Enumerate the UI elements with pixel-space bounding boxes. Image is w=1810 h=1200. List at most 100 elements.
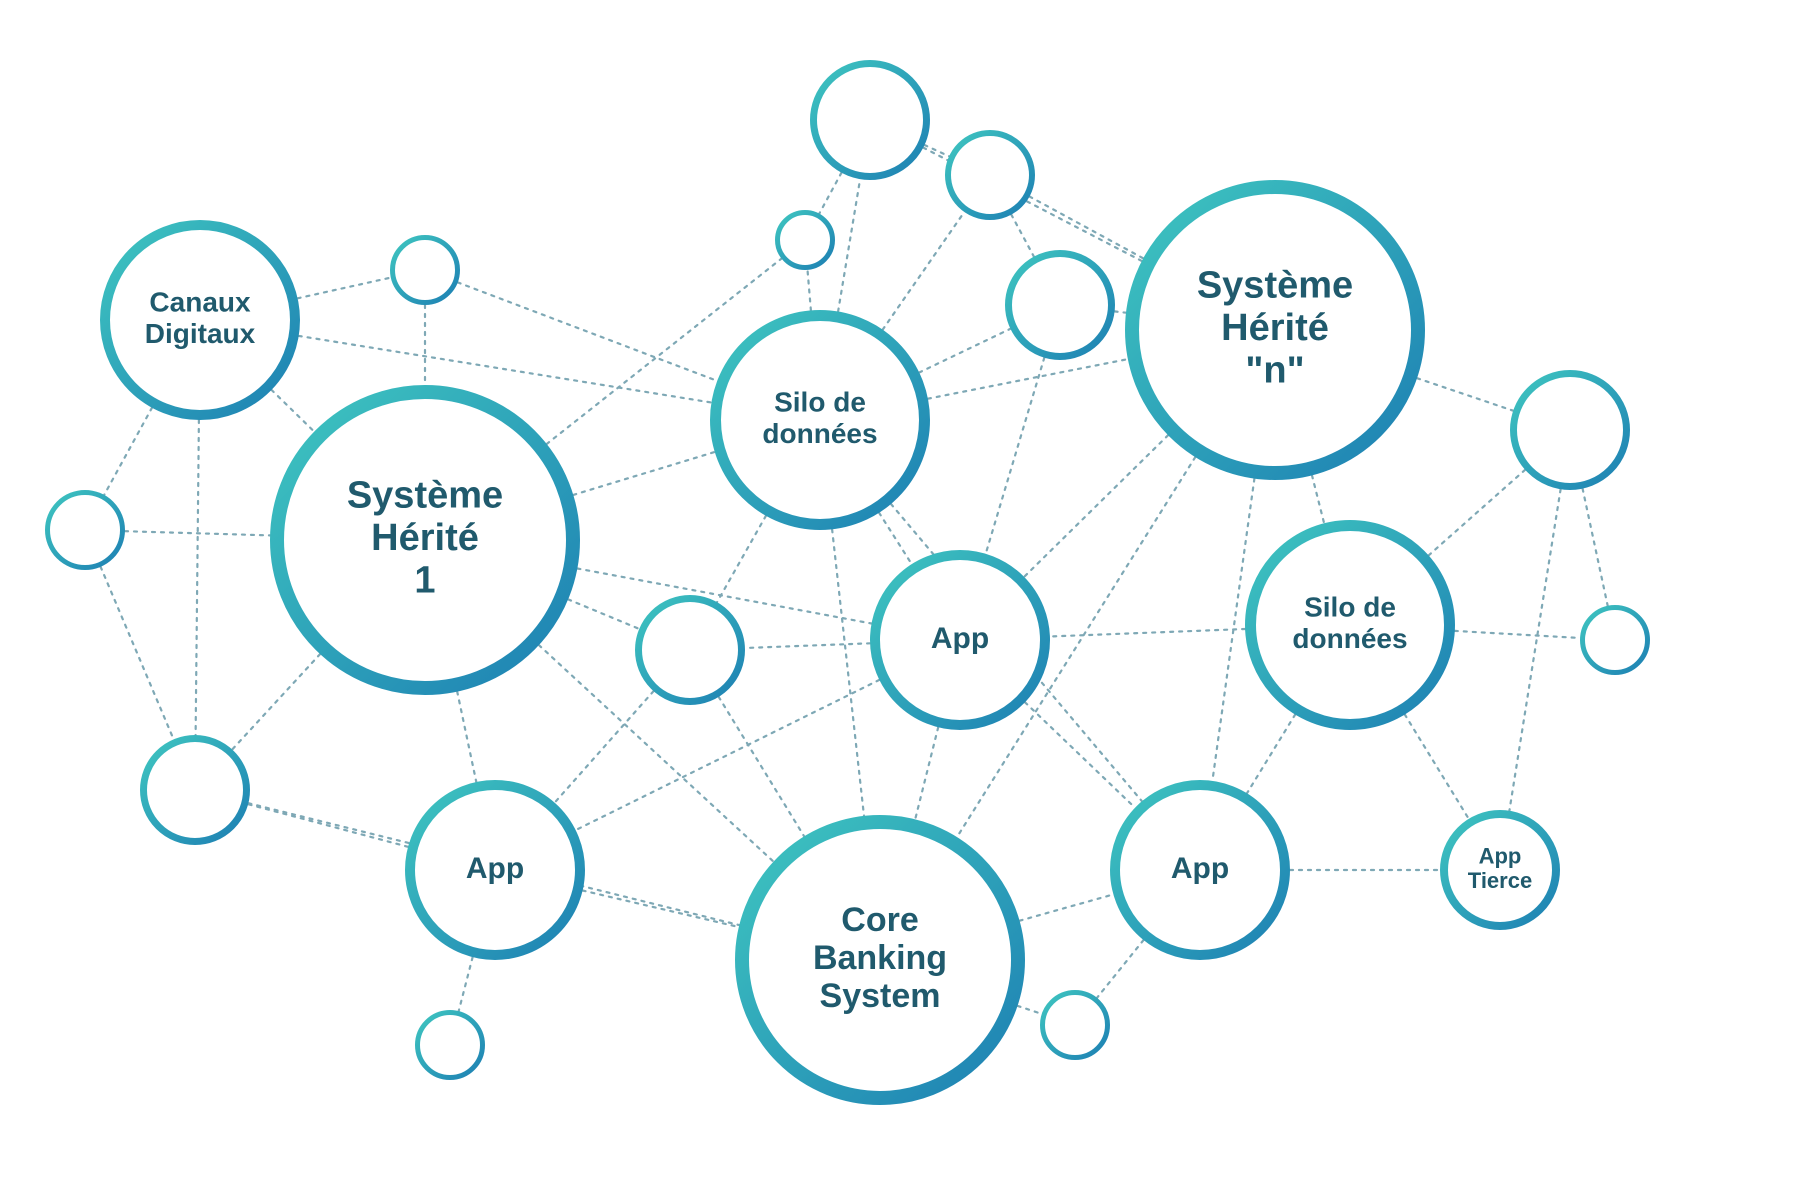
edge xyxy=(1115,311,1126,312)
edge xyxy=(1011,215,1034,257)
edge xyxy=(458,282,718,381)
node-label: Silo de xyxy=(1304,592,1396,623)
node-e_left2 xyxy=(144,739,247,842)
edge xyxy=(1405,715,1469,819)
edge xyxy=(808,270,811,311)
edge xyxy=(915,727,938,819)
node-e_top1 xyxy=(393,238,458,303)
node-circle xyxy=(948,133,1032,217)
edge xyxy=(104,408,152,495)
node-circle xyxy=(1009,254,1112,357)
node-core: CoreBankingSystem xyxy=(742,822,1018,1098)
edge xyxy=(1312,475,1324,523)
edge xyxy=(555,691,654,802)
edge xyxy=(101,567,174,740)
edge xyxy=(928,359,1128,399)
edge xyxy=(1024,435,1168,577)
edge xyxy=(459,957,473,1011)
edge xyxy=(719,697,805,837)
node-e_top5 xyxy=(1009,254,1112,357)
node-label: données xyxy=(762,418,877,449)
diagram-svg: CanauxDigitauxSystèmeHérité1Silo dedonné… xyxy=(0,0,1810,1200)
node-e_left1 xyxy=(48,493,123,568)
node-app_left: App xyxy=(410,785,580,955)
node-circle xyxy=(393,238,458,303)
node-label: App xyxy=(466,852,524,885)
node-label: Système xyxy=(1197,264,1353,306)
node-circle xyxy=(1583,608,1648,673)
edge xyxy=(299,336,712,403)
node-app_tierce: AppTierce xyxy=(1444,814,1556,926)
edge xyxy=(248,804,408,847)
node-silo2: Silo dedonnées xyxy=(1251,526,1450,725)
node-circle xyxy=(1043,993,1108,1058)
node-label: Digitaux xyxy=(145,318,256,349)
node-e_right1 xyxy=(1514,374,1627,487)
node-label: Hérité xyxy=(371,517,479,559)
node-label: System xyxy=(820,977,941,1015)
node-circle xyxy=(144,739,247,842)
edge xyxy=(457,692,476,782)
edge xyxy=(1050,629,1245,637)
node-label: Système xyxy=(347,474,503,516)
node-app_right: App xyxy=(1115,785,1285,955)
edge xyxy=(832,529,864,816)
node-label: Banking xyxy=(813,939,947,977)
node-circle xyxy=(639,599,742,702)
edge xyxy=(1030,197,1144,259)
node-silo1: Silo dedonnées xyxy=(716,316,925,525)
node-label: Tierce xyxy=(1468,868,1532,893)
node-label: "n" xyxy=(1245,350,1304,392)
edge xyxy=(1583,489,1608,606)
node-e_top4 xyxy=(778,213,833,268)
edge xyxy=(717,516,766,602)
node-circle xyxy=(48,493,123,568)
edge xyxy=(745,643,870,648)
node-label: App xyxy=(1479,843,1522,868)
edge xyxy=(819,173,841,214)
node-label: Silo de xyxy=(774,387,866,418)
edge xyxy=(1455,631,1580,638)
edge xyxy=(986,358,1045,554)
edge xyxy=(1417,378,1513,411)
node-app_center: App xyxy=(875,555,1045,725)
edge xyxy=(1025,702,1135,807)
edge xyxy=(883,212,965,330)
edge xyxy=(925,145,950,156)
node-circle xyxy=(778,213,833,268)
node-circle xyxy=(814,64,927,177)
node-label: données xyxy=(1292,623,1407,654)
node-label: App xyxy=(931,622,989,655)
node-e_bot1 xyxy=(418,1013,483,1078)
edge xyxy=(919,329,1010,373)
edge xyxy=(1018,1006,1042,1014)
edge xyxy=(1429,470,1526,556)
edge xyxy=(568,599,639,629)
edge xyxy=(272,390,315,432)
network-diagram: CanauxDigitauxSystèmeHérité1Silo dedonné… xyxy=(0,0,1810,1200)
node-e_right2 xyxy=(1583,608,1648,673)
node-e_mid1 xyxy=(639,599,742,702)
node-label: Canaux xyxy=(149,287,251,318)
node-circle xyxy=(418,1013,483,1078)
node-label: Core xyxy=(841,901,918,939)
node-e_top2 xyxy=(814,64,927,177)
edge xyxy=(583,891,739,928)
node-e_top3 xyxy=(948,133,1032,217)
edge xyxy=(1020,894,1114,920)
edge xyxy=(573,452,714,495)
edge xyxy=(1509,489,1560,810)
node-e_bot2 xyxy=(1043,993,1108,1058)
edge xyxy=(879,513,912,564)
node-label: Hérité xyxy=(1221,307,1329,349)
node-sys1: SystèmeHérité1 xyxy=(277,392,573,688)
node-circle xyxy=(1514,374,1627,487)
edge xyxy=(1247,715,1295,794)
edge xyxy=(298,278,391,299)
nodes-group: CanauxDigitauxSystèmeHérité1Silo dedonné… xyxy=(48,64,1648,1099)
edge xyxy=(196,420,199,735)
edge xyxy=(576,680,880,830)
node-label: App xyxy=(1171,852,1229,885)
node-sysn: SystèmeHérité"n" xyxy=(1132,187,1418,473)
edge xyxy=(838,179,860,311)
